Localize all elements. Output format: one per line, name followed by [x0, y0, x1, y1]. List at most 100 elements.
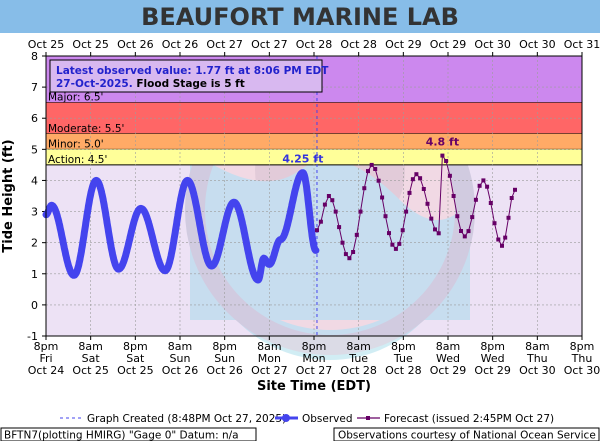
- forecast-marker: [425, 201, 430, 206]
- forecast-marker: [440, 153, 445, 158]
- x-axis-title: Site Time (EDT): [257, 379, 371, 394]
- forecast-marker: [343, 252, 348, 257]
- legend: Graph Created (8:48PM Oct 27, 2025) Obse…: [60, 413, 554, 425]
- forecast-marker: [429, 216, 434, 221]
- y-tick-label: 8: [31, 50, 38, 63]
- bottom-tick-label: Wed: [436, 352, 460, 365]
- y-tick-label: 3: [31, 206, 38, 219]
- footer-left-text: BFTN7(plotting HMIRG) "Gage 0" Datum: n/…: [4, 430, 239, 441]
- y-tick-label: 4: [31, 174, 38, 187]
- info-box-flood-stage: Flood Stage is 5 ft: [133, 78, 245, 90]
- bottom-tick-label: 8am: [525, 340, 549, 353]
- forecast-marker: [322, 202, 327, 207]
- forecast-marker: [470, 215, 475, 220]
- forecast-marker: [509, 196, 514, 200]
- bottom-tick-label: Oct 25: [117, 364, 154, 377]
- peak-annotation: 4.8 ft: [426, 136, 459, 149]
- forecast-marker: [376, 178, 381, 183]
- top-tick-label: Oct 29: [385, 38, 422, 51]
- bottom-tick-label: Oct 30: [519, 364, 556, 377]
- forecast-marker: [369, 162, 374, 167]
- bottom-tick-label: 8pm: [34, 340, 59, 353]
- bottom-tick-label: Mon: [258, 352, 281, 365]
- bottom-tick-label: 8am: [78, 340, 102, 353]
- top-tick-label: Oct 25: [72, 38, 109, 51]
- forecast-marker: [447, 173, 452, 178]
- top-tick-label: Oct 26: [117, 38, 154, 51]
- footer-left-box: [0, 427, 257, 441]
- bottom-tick-label: Sat: [82, 352, 101, 365]
- bottom-tick-label: Oct 28: [340, 364, 377, 377]
- top-tick-label: Oct 26: [162, 38, 199, 51]
- title-banner: [0, 0, 600, 33]
- top-tick-label: Oct 30: [474, 38, 511, 51]
- forecast-marker: [455, 214, 460, 219]
- top-tick-label: Oct 31: [564, 38, 600, 51]
- forecast-marker: [433, 227, 437, 232]
- forecast-marker: [380, 195, 385, 200]
- top-tick-label: Oct 27: [206, 38, 243, 51]
- y-tick-label: 2: [31, 237, 38, 250]
- bottom-tick-label: Tue: [348, 352, 368, 365]
- forecast-marker: [330, 198, 335, 203]
- forecast-marker: [488, 201, 493, 205]
- info-box-line2: 27-Oct-2025. Flood Stage is 5 ft: [56, 78, 245, 90]
- forecast-marker: [506, 215, 511, 220]
- forecast-marker: [500, 243, 504, 248]
- bottom-tick-label: Tue: [393, 352, 413, 365]
- flood-band-label: Minor: 5.0': [48, 138, 104, 150]
- info-box-line1: Latest observed value: 1.77 ft at 8:06 P…: [56, 65, 329, 77]
- bottom-tick-label: Oct 25: [72, 364, 109, 377]
- legend-forecast-marker-icon: [366, 416, 370, 420]
- flood-band-label: Moderate: 5.5': [48, 123, 124, 135]
- chart-title: BEAUFORT MARINE LAB: [141, 3, 459, 31]
- bottom-tick-label: Oct 28: [385, 364, 422, 377]
- forecast-marker: [326, 194, 331, 198]
- forecast-marker: [444, 159, 449, 163]
- forecast-marker: [366, 169, 370, 174]
- y-axis-title: Tide Height (ft): [1, 139, 16, 252]
- bottom-tick-label: Sun: [214, 352, 235, 365]
- bottom-tick-label: Mon: [302, 352, 325, 365]
- bottom-tick-label: Thu: [526, 352, 548, 365]
- forecast-marker: [451, 194, 456, 198]
- bottom-tick-label: Oct 26: [206, 364, 243, 377]
- y-tick-label: 1: [31, 268, 38, 281]
- forecast-marker: [397, 241, 402, 246]
- y-tick-label: -1: [27, 330, 38, 343]
- y-tick-label: 6: [31, 112, 38, 125]
- y-tick-label: 5: [31, 143, 38, 156]
- bottom-tick-label: Oct 24: [28, 364, 65, 377]
- forecast-marker: [513, 187, 517, 192]
- forecast-marker: [421, 187, 426, 191]
- top-tick-label: Oct 28: [296, 38, 333, 51]
- forecast-marker: [407, 190, 412, 195]
- footer-right-text: Observations courtesy of National Ocean …: [338, 430, 596, 441]
- forecast-marker: [351, 250, 356, 254]
- forecast-marker: [354, 232, 359, 237]
- forecast-marker: [333, 209, 338, 214]
- forecast-marker: [383, 214, 388, 219]
- forecast-marker: [481, 178, 486, 183]
- bottom-tick-label: Sun: [170, 352, 191, 365]
- top-tick-label: Oct 25: [28, 38, 65, 51]
- info-box: [49, 59, 323, 93]
- top-tick-label: Oct 27: [251, 38, 288, 51]
- forecast-marker: [459, 229, 463, 233]
- info-box-date: 27-Oct-2025.: [56, 78, 133, 90]
- bottom-tick-label: 8pm: [480, 340, 505, 353]
- forecast-marker: [496, 237, 501, 242]
- legend-graph-created-label: Graph Created (8:48PM Oct 27, 2025): [87, 413, 286, 425]
- forecast-marker: [503, 235, 508, 240]
- bottom-tick-label: Oct 27: [251, 364, 288, 377]
- forecast-marker: [492, 221, 497, 226]
- forecast-marker: [485, 184, 490, 189]
- forecast-marker: [358, 209, 363, 214]
- bottom-tick-label: Oct 26: [162, 364, 199, 377]
- forecast-marker: [418, 176, 423, 181]
- bottom-tick-label: 8am: [436, 340, 460, 353]
- forecast-marker: [436, 231, 441, 236]
- forecast-marker: [410, 177, 415, 182]
- forecast-marker: [477, 183, 482, 188]
